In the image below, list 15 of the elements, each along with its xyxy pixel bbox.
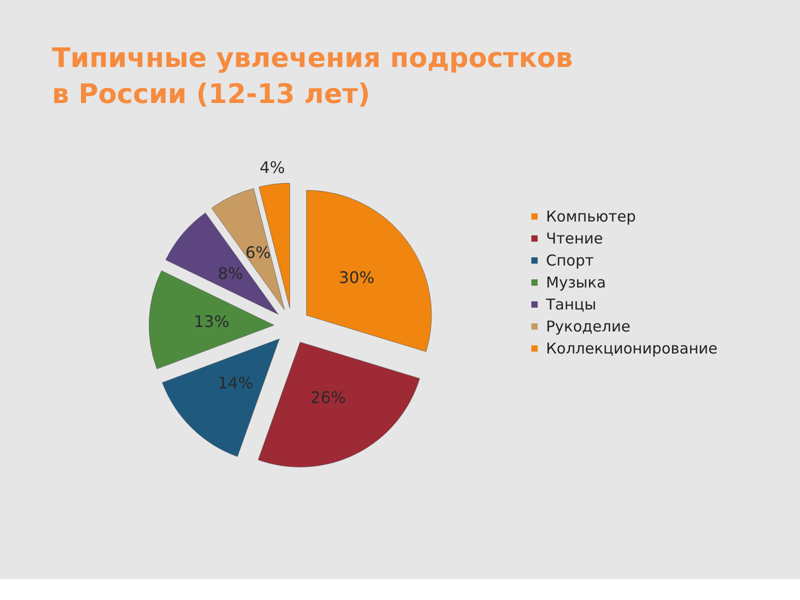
legend-label: Музыка xyxy=(546,274,606,292)
data-label: 4% xyxy=(260,158,285,178)
data-label: 8% xyxy=(218,264,244,284)
data-label: 14% xyxy=(218,373,254,392)
data-label: 30% xyxy=(338,268,374,288)
legend-label: Коллекционирование xyxy=(546,340,718,358)
legend-label: Танцы xyxy=(545,296,596,314)
data-label: 26% xyxy=(310,388,346,407)
legend-label: Спорт xyxy=(546,252,594,270)
data-label: 13% xyxy=(194,312,230,332)
legend-label: Компьютер xyxy=(546,208,636,226)
legend-label: Чтение xyxy=(546,230,604,248)
chart-title: Типичные увлечения подростков в России (12-13 лет) xyxy=(52,43,573,110)
legend-label: Рукоделие xyxy=(546,318,630,336)
data-label: 6% xyxy=(245,243,271,262)
